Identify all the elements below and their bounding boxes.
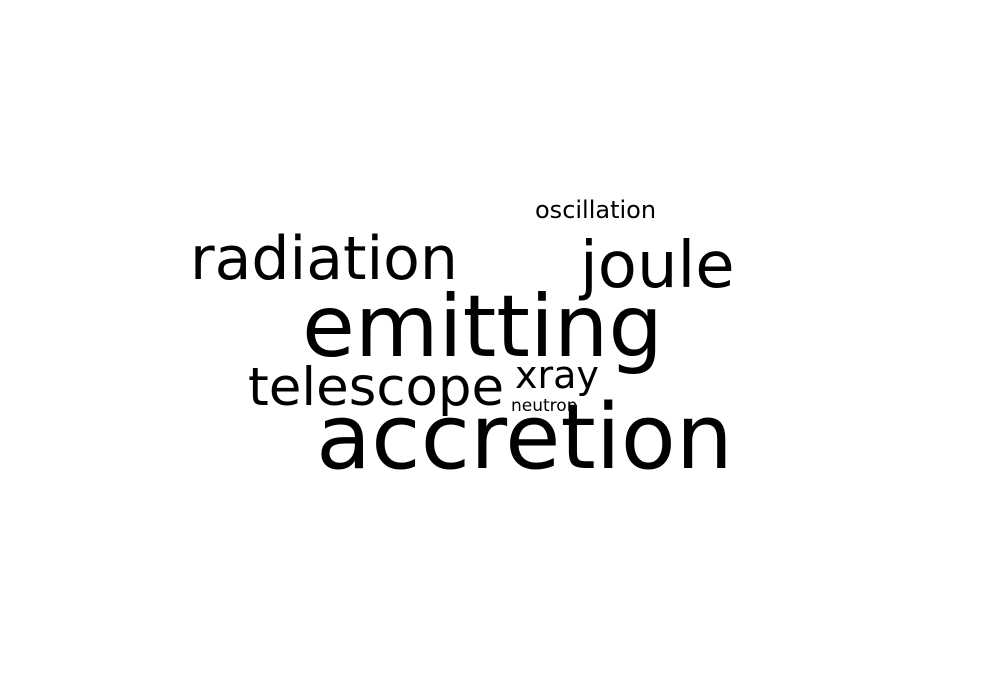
word-emitting: emitting bbox=[302, 277, 664, 377]
word-telescope: telescope bbox=[248, 357, 505, 418]
word-neutron: neutron bbox=[511, 396, 578, 416]
word-accretion: accretion bbox=[316, 385, 733, 490]
word-joule: joule bbox=[580, 229, 735, 303]
word-xray: xray bbox=[515, 353, 599, 397]
word-radiation: radiation bbox=[190, 224, 458, 294]
word-oscillation: oscillation bbox=[535, 196, 657, 224]
